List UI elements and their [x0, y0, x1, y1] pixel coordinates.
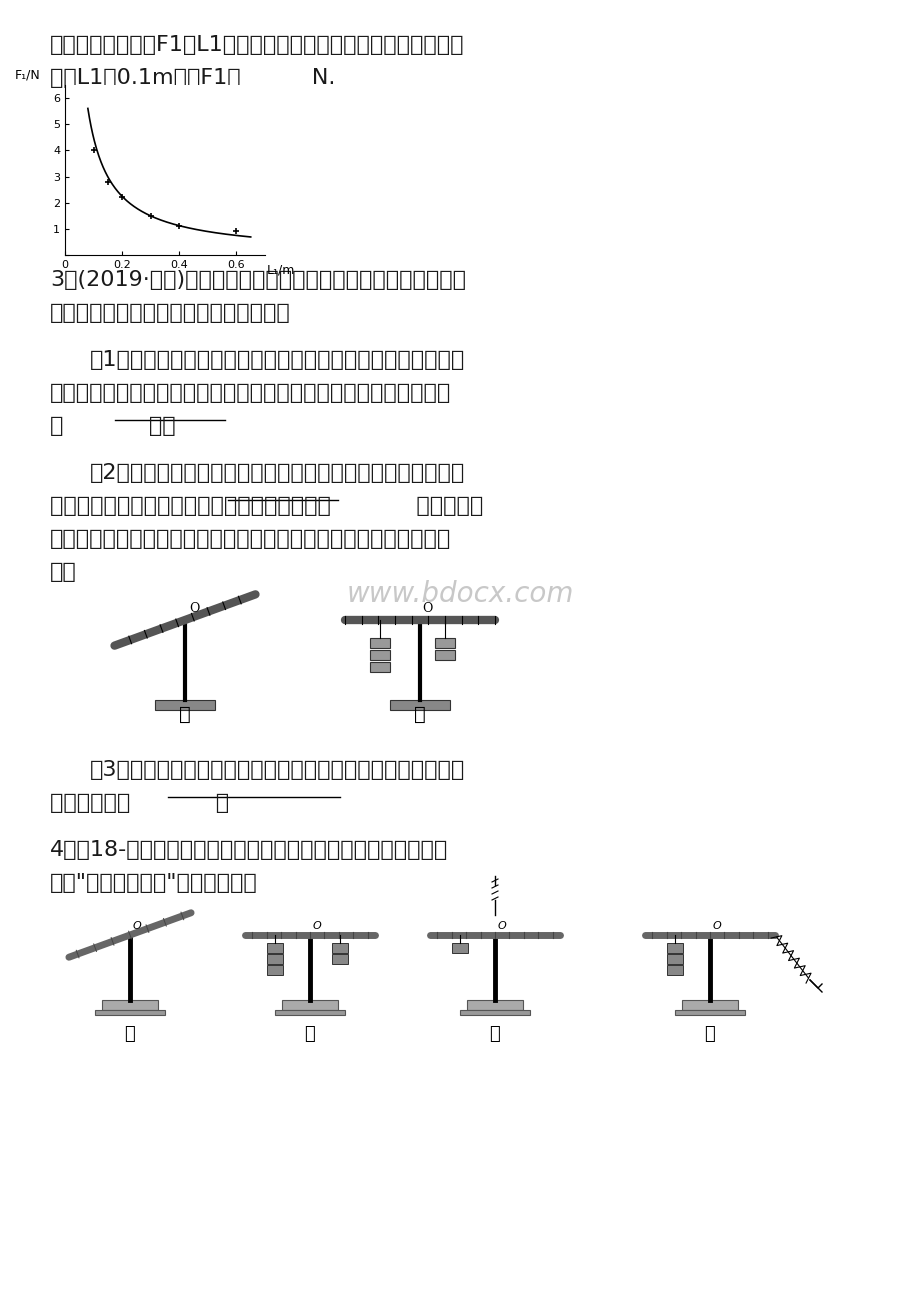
- Text: O: O: [712, 921, 721, 931]
- Text: 向            调。: 向 调。: [50, 417, 176, 436]
- Polygon shape: [267, 954, 283, 963]
- Polygon shape: [390, 700, 449, 710]
- Polygon shape: [369, 638, 390, 648]
- Polygon shape: [102, 1000, 158, 1010]
- Text: 丁: 丁: [704, 1025, 715, 1043]
- Polygon shape: [275, 1010, 345, 1016]
- Text: 的平衡条件为            。: 的平衡条件为 。: [50, 793, 229, 812]
- Polygon shape: [675, 1010, 744, 1016]
- Polygon shape: [435, 650, 455, 660]
- Text: O: O: [133, 921, 142, 931]
- Text: 乙: 乙: [414, 704, 425, 724]
- Polygon shape: [666, 965, 682, 975]
- Text: www.bdocx.com: www.bdocx.com: [346, 579, 573, 608]
- Text: 探究"杠杆平衡条件"的实验装置。: 探究"杠杆平衡条件"的实验装置。: [50, 874, 257, 893]
- Polygon shape: [267, 943, 283, 953]
- Text: 乙: 乙: [304, 1025, 315, 1043]
- Polygon shape: [666, 943, 682, 953]
- Text: （2）实验中，两位同学在杠杆的左右两侧加挂钩码，如图乙所: （2）实验中，两位同学在杠杆的左右两侧加挂钩码，如图乙所: [90, 464, 465, 483]
- Polygon shape: [666, 954, 682, 963]
- Polygon shape: [451, 943, 468, 953]
- Text: （3）实验后，两位同学将所得的数据分析处理，最终得到杠杆: （3）实验后，两位同学将所得的数据分析处理，最终得到杠杆: [90, 760, 465, 780]
- Text: O: O: [497, 921, 506, 931]
- Polygon shape: [95, 1010, 165, 1016]
- Polygon shape: [369, 650, 390, 660]
- Polygon shape: [460, 1010, 529, 1016]
- Polygon shape: [282, 1000, 337, 1010]
- Text: O: O: [188, 602, 199, 615]
- Text: 示，如果两人决定只改变左侧钩码的位置，则向            移动，才能: 示，如果两人决定只改变左侧钩码的位置，则向 移动，才能: [50, 496, 482, 516]
- Polygon shape: [467, 1000, 522, 1010]
- Polygon shape: [267, 965, 283, 975]
- Text: O: O: [312, 921, 322, 931]
- Text: 使杠杆在水平位置重新平衡。改变钩码的个数及位置，并进行多次实: 使杠杆在水平位置重新平衡。改变钩码的个数及位置，并进行多次实: [50, 529, 450, 549]
- Text: 甲: 甲: [179, 704, 190, 724]
- Text: 同学用于探究杠杆平衡条件的实验装置。: 同学用于探究杠杆平衡条件的实验装置。: [50, 303, 290, 323]
- Polygon shape: [681, 1000, 737, 1010]
- Polygon shape: [154, 700, 215, 710]
- Polygon shape: [332, 943, 347, 953]
- Text: 3、(2019·青岛)探究杠杆的平衡条件。如图所示，是小鹰和小华: 3、(2019·青岛)探究杠杆的平衡条件。如图所示，是小鹰和小华: [50, 270, 466, 290]
- Text: ，当L1为0.1m时，F1为          N.: ，当L1为0.1m时，F1为 N.: [50, 68, 335, 89]
- Text: O: O: [422, 602, 432, 615]
- Text: 使杠杆在水平位置平衡，他们应将左端的螺母向左调或将右端的螺母: 使杠杆在水平位置平衡，他们应将左端的螺母向左调或将右端的螺母: [50, 383, 450, 404]
- Text: 甲: 甲: [124, 1025, 135, 1043]
- Text: 4、（18-枣庄）如图所示是小李和小王利用刻度均匀的轻质杠杆: 4、（18-枣庄）如图所示是小李和小王利用刻度均匀的轻质杠杆: [50, 840, 448, 861]
- Text: （1）实验前，小鹰和小华同学发现实验装置如图甲所示，为了: （1）实验前，小鹰和小华同学发现实验装置如图甲所示，为了: [90, 350, 465, 370]
- Text: 丙: 丙: [489, 1025, 500, 1043]
- Polygon shape: [435, 638, 455, 648]
- Text: 验。: 验。: [50, 562, 76, 582]
- Polygon shape: [332, 954, 347, 963]
- Text: 的数据，并绘制了F1与L1的关系图象，如图所示，请根据图象推算: 的数据，并绘制了F1与L1的关系图象，如图所示，请根据图象推算: [50, 35, 464, 55]
- Polygon shape: [369, 661, 390, 672]
